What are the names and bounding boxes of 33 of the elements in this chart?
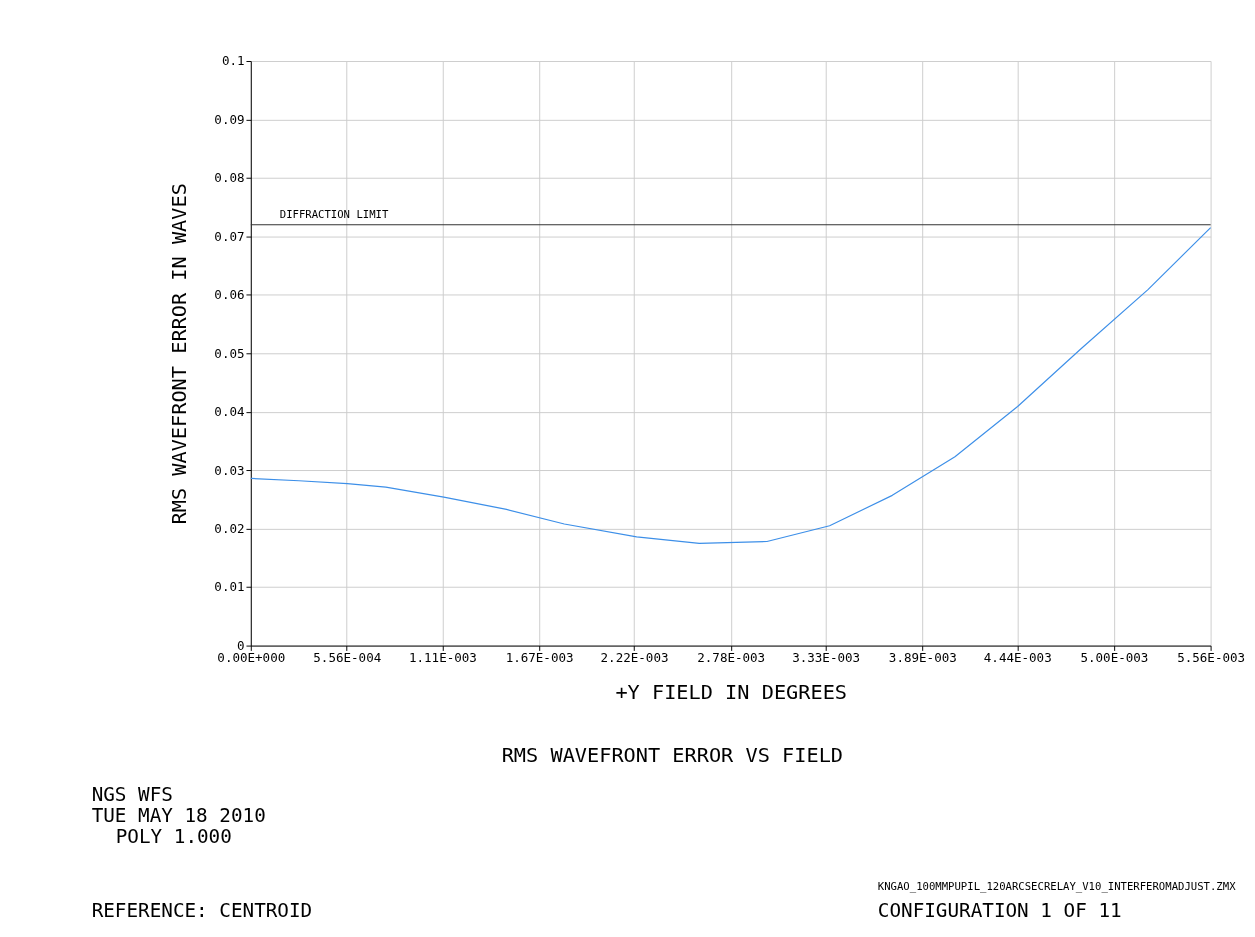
x-tick-label: 3.89E-003 xyxy=(888,650,957,666)
y-tick-label: 0.02 xyxy=(214,521,245,537)
x-tick-label: 2.22E-003 xyxy=(600,650,669,666)
text: TUE MAY 18 2010 xyxy=(91,804,266,828)
x-tick-label: 1.67E-003 xyxy=(505,650,574,666)
text: POLY 1.000 xyxy=(115,825,232,849)
y-tick-label: 0.05 xyxy=(214,345,245,361)
line-series xyxy=(250,227,1212,544)
y-tick-label: 0.07 xyxy=(214,228,245,244)
ref-line-label: DIFFRACTION LIMIT xyxy=(279,207,389,221)
y-tick-label: 0.06 xyxy=(214,287,245,303)
y-tick-label: 0.09 xyxy=(214,111,245,127)
x-tick-label: 5.56E-003 xyxy=(1177,650,1246,666)
y-tick-label: 0 xyxy=(236,637,245,653)
y-axis-title: RMS WAVEFRONT ERROR IN WAVES xyxy=(167,183,192,525)
x-axis-title: +Y FIELD IN DEGREES xyxy=(615,680,848,705)
x-tick-label: 2.78E-003 xyxy=(697,650,766,666)
text: REFERENCE: CENTROID xyxy=(91,898,313,922)
y-tick-label: 0.03 xyxy=(214,462,245,478)
x-tick-label: 5.00E-003 xyxy=(1080,650,1149,666)
x-tick-label: 0.00E+000 xyxy=(217,650,286,666)
text: CONFIGURATION 1 OF 11 xyxy=(877,898,1122,922)
text: RMS WAVEFRONT ERROR VS FIELD xyxy=(501,743,844,768)
x-tick-label: 4.44E-003 xyxy=(983,650,1052,666)
y-tick-label: 0.04 xyxy=(214,404,245,420)
y-tick-label: 0.1 xyxy=(221,53,245,69)
y-tick-label: 0.08 xyxy=(214,170,245,186)
y-tick-label: 0.01 xyxy=(214,579,245,595)
x-tick-label: 5.56E-004 xyxy=(313,650,382,666)
text: NGS WFS xyxy=(91,782,173,806)
text: KNGAO_100MMPUPIL_120ARCSECRELAY_V10_INTERFEROMADJUST.ZMX xyxy=(877,879,1237,893)
x-tick-label: 1.11E-003 xyxy=(408,650,477,666)
x-tick-label: 3.33E-003 xyxy=(792,650,861,666)
